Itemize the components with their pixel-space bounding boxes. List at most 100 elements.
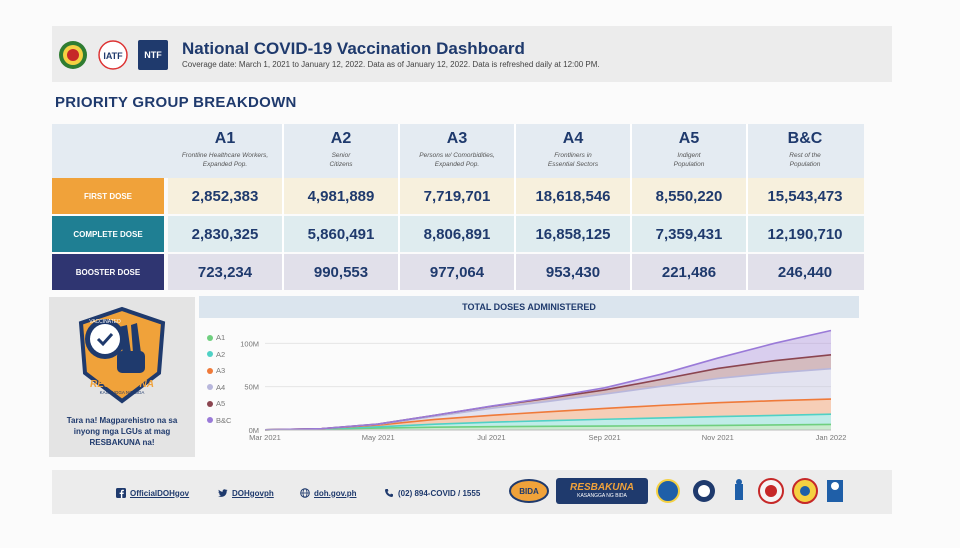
legend-swatch (207, 417, 213, 423)
group-description: Indigent Population (632, 151, 746, 170)
dose-count-cell: 2,852,383 (191, 187, 259, 205)
series-line-a1 (264, 423, 832, 431)
dose-count-cell: 16,858,125 (535, 225, 611, 243)
website-url: doh.gov.ph (314, 488, 357, 498)
booster-dose-label: BOOSTER DOSE (52, 254, 164, 290)
total-doses-chart: TOTAL DOSES ADMINISTERED A1 A2 A3 A4 A5 B&C 0… (199, 296, 859, 458)
phone-contact: (02) 894-COVID / 1555 (384, 488, 480, 498)
chart-legend: A1 A2 A3 A4 A5 B&C (207, 332, 231, 431)
x-tick-label: Jan 2022 (816, 433, 847, 442)
dose-count-cell: 15,543,473 (767, 187, 843, 205)
seal-text: VACCINATED (89, 319, 121, 325)
x-tick-label: Sep 2021 (589, 433, 621, 442)
website-link[interactable]: doh.gov.ph (300, 488, 357, 498)
group-description-line: Frontliners in (554, 152, 592, 159)
y-tick-label: 100M (240, 339, 259, 348)
phone-icon (385, 489, 393, 497)
legend-item[interactable]: A3 (207, 365, 231, 376)
group-code: A4 (562, 130, 584, 147)
facebook-handle: OfficialDOHgov (130, 488, 190, 498)
header-bar: IATF NTF National COVID-19 Vaccination D… (52, 26, 892, 82)
series-area-a3 (265, 399, 831, 430)
twitter-link[interactable]: DOHgovph (218, 488, 274, 498)
ntf-logo-icon: NTF (138, 40, 168, 70)
dose-count-cell: 246,440 (777, 263, 833, 281)
svg-text:IATF: IATF (103, 51, 123, 61)
dose-count-cell: 977,064 (429, 263, 485, 281)
group-description-line: Citizens (329, 161, 353, 169)
column-divider (746, 124, 748, 290)
dose-count-cell: 8,550,220 (655, 187, 723, 205)
group-header-a3: A3 Persons w/ Comorbidities, Expanded Pop. (400, 124, 514, 178)
badge-title: RESBAKUNA (90, 379, 154, 390)
series-area-a4 (265, 368, 831, 430)
legend-label: A2 (216, 349, 226, 359)
group-header-a2: A2 Senior Citizens (284, 124, 398, 178)
group-description-line: Essential Sectors (547, 161, 599, 169)
legend-item[interactable]: A1 (207, 332, 231, 343)
legend-item[interactable]: A5 (207, 398, 231, 409)
group-description-line: Rest of the (789, 152, 821, 159)
facebook-link[interactable]: OfficialDOHgov (116, 488, 189, 498)
dose-count-cell: 18,618,546 (535, 187, 611, 205)
dose-count-cell: 2,830,325 (191, 225, 259, 243)
facebook-icon (116, 488, 126, 498)
column-divider (514, 124, 516, 290)
column-divider (398, 124, 400, 290)
dose-count-cell: 990,553 (313, 263, 369, 281)
complete-dose-label: COMPLETE DOSE (52, 216, 164, 252)
group-description: Frontline Healthcare Workers, Expanded Po… (168, 151, 282, 170)
doh-seal-icon (59, 41, 87, 69)
x-tick-label: Mar 2021 (249, 433, 281, 442)
group-code: A2 (330, 130, 352, 147)
page-title: National COVID-19 Vaccination Dashboard (182, 39, 525, 58)
legend-item[interactable]: B&C (207, 415, 231, 426)
dose-count-cell: 221,486 (661, 263, 717, 281)
agency-seal-icon (693, 480, 715, 502)
legend-swatch (207, 334, 213, 341)
group-description-line: Expanded Pop. (202, 161, 248, 169)
dose-count-cell: 7,359,431 (655, 225, 723, 243)
resbakuna-promo-panel: VACCINATED RESBAKUNA KASANGGA NG BIDA Ta… (49, 297, 195, 457)
group-code: A5 (678, 130, 700, 147)
group-code: A1 (214, 130, 236, 147)
group-header-b-c: B&C Rest of the Population (748, 124, 862, 178)
svg-text:BIDA: BIDA (519, 487, 539, 496)
column-divider (630, 124, 632, 290)
group-description: Rest of the Population (748, 151, 862, 170)
series-area-a5 (265, 354, 831, 430)
first-dose-label: FIRST DOSE (52, 178, 164, 214)
undp-logo-icon (827, 480, 843, 502)
legend-swatch (207, 351, 213, 357)
x-tick-label: May 2021 (362, 433, 395, 442)
legend-item[interactable]: A4 (207, 382, 231, 393)
dose-count-cell: 4,981,889 (307, 187, 375, 205)
x-tick-label: Nov 2021 (702, 433, 734, 442)
section-title: PRIORITY GROUP BREAKDOWN (55, 94, 297, 111)
group-description-line: Population (673, 161, 705, 169)
group-code: A3 (446, 130, 468, 147)
resbakuna-footer-sub: KASANGGA NG BIDA (577, 492, 627, 499)
legend-swatch (207, 384, 213, 390)
dose-count-cell: 5,860,491 (307, 225, 375, 243)
coverage-subtitle: Coverage date: March 1, 2021 to January … (182, 60, 600, 69)
legend-label: A4 (216, 382, 226, 392)
row-background (168, 216, 864, 252)
legend-item[interactable]: A2 (207, 349, 231, 360)
legend-swatch (207, 367, 213, 374)
iatf-logo-icon: IATF (98, 40, 128, 70)
dose-count-cell: 723,234 (197, 263, 253, 281)
x-tick-label: Jul 2021 (477, 433, 505, 442)
group-description-line: Persons w/ Comorbidities, (419, 152, 495, 159)
dose-count-cell: 8,806,891 (423, 225, 491, 243)
agency-seal-icon (792, 478, 818, 504)
badge-subtitle: KASANGGA NG BIDA (100, 390, 145, 395)
group-description: Senior Citizens (284, 151, 398, 170)
group-description-line: Expanded Pop. (434, 161, 480, 169)
y-tick-label: 0M (249, 426, 259, 435)
pia-logo-icon (735, 479, 743, 500)
group-description-line: Frontline Healthcare Workers, (181, 152, 269, 159)
area-chart-svg: 0M 50M 100M Mar 2021 May 2021 Jul 2021 Sep 202… (240, 329, 847, 442)
legend-label: A3 (216, 366, 226, 375)
group-header-a5: A5 Indigent Population (632, 124, 746, 178)
